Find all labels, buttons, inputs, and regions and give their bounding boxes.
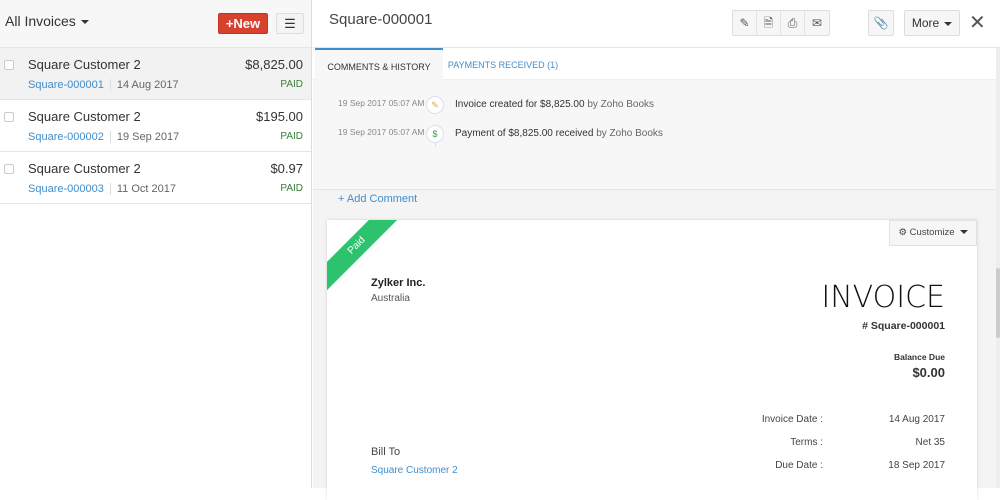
divider [109, 79, 111, 92]
invoice-heading: INVOICE [821, 280, 945, 315]
history-section: 19 Sep 2017 05:07 AM ✎ Invoice created f… [313, 80, 1000, 205]
scrollbar-thumb[interactable] [996, 268, 1000, 338]
invoice-number: # Square-000001 [862, 320, 945, 332]
list-header: All Invoices +New ☰ [0, 0, 311, 48]
terms-value: Net 35 [915, 437, 945, 448]
invoice-date: 19 Sep 2017 [116, 131, 180, 143]
balance-due-label: Balance Due [893, 352, 945, 362]
more-button[interactable]: More [904, 10, 960, 36]
plus-icon: + [225, 16, 234, 31]
invoice-date: 11 Oct 2017 [116, 183, 176, 195]
invoice-list-panel: All Invoices +New ☰ Square Customer 2 $8… [0, 0, 312, 488]
invoice-amount: $0.97 [270, 161, 303, 176]
invoice-amount: $195.00 [256, 109, 303, 124]
detail-header: Square-000001 ✎ 🗎 ⎙ ✉ 📎 More ✕ [313, 0, 1000, 48]
pdf-icon[interactable]: 🗎 [757, 11, 781, 35]
caret-down-icon [944, 21, 953, 26]
history-timestamp: 19 Sep 2017 05:07 AM [338, 127, 425, 137]
print-icon[interactable]: ⎙ [781, 11, 805, 35]
view-title: All Invoices [5, 13, 76, 29]
invoice-number-link[interactable]: Square-000003 [28, 183, 104, 195]
invoice-number-link[interactable]: Square-000002 [28, 131, 104, 143]
view-filter-dropdown[interactable]: All Invoices [5, 13, 89, 29]
invoice-detail-panel: Square-000001 ✎ 🗎 ⎙ ✉ 📎 More ✕ COMMENTS … [313, 0, 1000, 500]
invoice-preview: Paid ⚙ Customize Zylker Inc. Australia I… [327, 220, 977, 500]
row-checkbox[interactable] [4, 60, 14, 70]
status-badge: PAID [280, 183, 303, 194]
action-toolbar: ✎ 🗎 ⎙ ✉ [732, 10, 830, 36]
more-label: More [911, 16, 940, 30]
caret-down-icon [80, 20, 89, 25]
balance-due-value: $0.00 [912, 365, 945, 380]
history-text: Invoice created for $8,825.00 [455, 99, 585, 110]
status-badge: PAID [280, 79, 303, 90]
mail-icon[interactable]: ✉ [811, 16, 823, 30]
customer-name: Square Customer 2 [28, 161, 141, 176]
organization-country: Australia [371, 293, 410, 304]
attach-button[interactable]: 📎 [868, 10, 894, 36]
tab-comments-history[interactable]: COMMENTS & HISTORY [315, 48, 443, 80]
menu-button[interactable]: ☰ [276, 13, 304, 34]
tab-payments-received[interactable]: PAYMENTS RECEIVED (1) [447, 60, 559, 70]
customize-button[interactable]: ⚙ Customize [889, 220, 977, 246]
customize-label: Customize [909, 227, 955, 238]
history-text: Payment of $8,825.00 received [455, 128, 594, 139]
invoice-number-link[interactable]: Square-000001 [28, 79, 104, 91]
history-author: by Zoho Books [587, 99, 655, 110]
list-item[interactable]: Square Customer 2 $0.97 Square-000003 11 … [0, 152, 311, 204]
bill-to-customer-link[interactable]: Square Customer 2 [371, 465, 458, 476]
add-comment-link[interactable]: + Add Comment [338, 193, 418, 205]
hamburger-icon: ☰ [284, 16, 296, 31]
close-icon[interactable]: ✕ [969, 12, 986, 34]
invoice-icon: ✎ [426, 96, 444, 114]
pencil-icon[interactable]: ✎ [733, 11, 757, 35]
new-label: New [233, 16, 261, 31]
due-date-value: 18 Sep 2017 [888, 460, 945, 471]
divider [109, 131, 111, 144]
divider [109, 183, 111, 196]
history-item: 19 Sep 2017 05:07 AM [338, 127, 426, 138]
terms-label: Terms : [790, 437, 823, 448]
list-item[interactable]: Square Customer 2 $195.00 Square-000002 1… [0, 100, 311, 152]
due-date-label: Due Date : [775, 460, 823, 471]
history-timestamp: 19 Sep 2017 05:07 AM [338, 98, 425, 108]
tab-bar: COMMENTS & HISTORY PAYMENTS RECEIVED (1) [313, 48, 1000, 80]
history-author: by Zoho Books [596, 128, 663, 139]
history-item: 19 Sep 2017 05:07 AM [338, 98, 426, 109]
dollar-icon: $ [426, 125, 444, 143]
scrollbar[interactable] [996, 48, 1000, 488]
invoice-date-label: Invoice Date : [761, 414, 823, 425]
invoice-date: 14 Aug 2017 [116, 79, 179, 91]
paperclip-icon: 📎 [873, 16, 889, 30]
organization-name: Zylker Inc. [371, 277, 426, 289]
caret-down-icon [959, 230, 968, 235]
invoice-amount: $8,825.00 [245, 57, 303, 72]
invoice-date-value: 14 Aug 2017 [888, 414, 945, 425]
list-item[interactable]: Square Customer 2 $8,825.00 Square-00000… [0, 48, 311, 100]
row-checkbox[interactable] [4, 112, 14, 122]
customer-name: Square Customer 2 [28, 57, 141, 72]
bill-to-label: Bill To [371, 446, 401, 458]
row-checkbox[interactable] [4, 164, 14, 174]
customer-name: Square Customer 2 [28, 109, 141, 124]
new-invoice-button[interactable]: +New [218, 13, 268, 34]
gear-icon: ⚙ [898, 227, 907, 238]
status-badge: PAID [280, 131, 303, 142]
page-title: Square-000001 [329, 11, 433, 28]
